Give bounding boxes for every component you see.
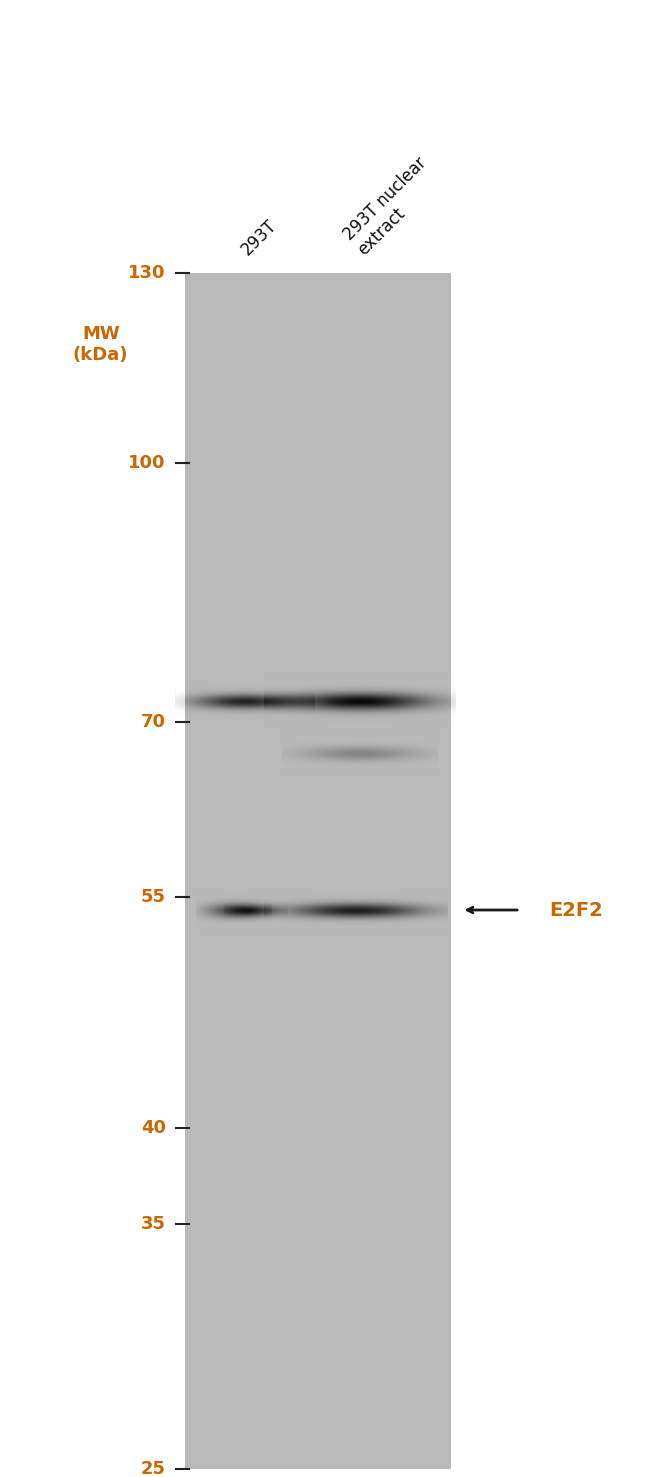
Text: MW
(kDa): MW (kDa) [73,325,129,363]
Text: 35: 35 [141,1216,166,1233]
Text: 293T: 293T [237,216,280,258]
Text: 100: 100 [128,453,166,473]
Text: 55: 55 [141,888,166,905]
Text: 70: 70 [141,713,166,731]
Text: E2F2: E2F2 [549,901,603,920]
Text: 130: 130 [128,264,166,282]
Text: 293T nuclear
extract: 293T nuclear extract [340,154,445,258]
Text: 40: 40 [141,1120,166,1137]
Text: 25: 25 [141,1459,166,1477]
